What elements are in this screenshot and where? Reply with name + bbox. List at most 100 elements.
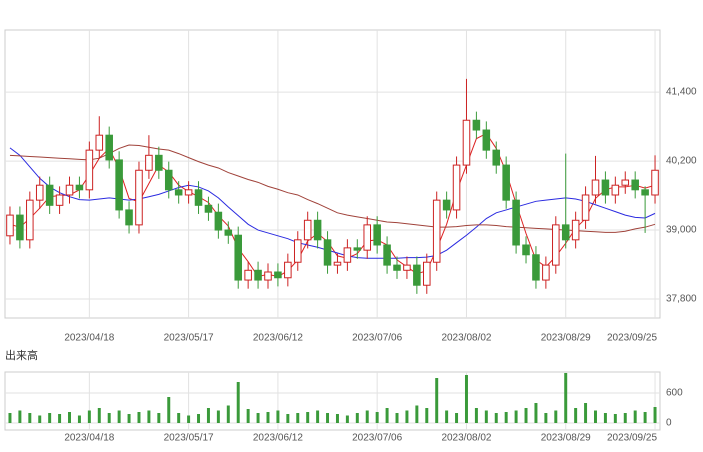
volume-bar: [375, 412, 379, 423]
volume-bar: [107, 413, 111, 423]
x-tick-label: 2023/05/17: [164, 433, 214, 444]
candle-body: [6, 214, 14, 237]
volume-bar: [226, 405, 230, 423]
x-tick-label: 2023/06/12: [253, 433, 303, 444]
volume-bar: [8, 413, 12, 423]
candle-body: [323, 239, 332, 266]
x-tick-label: 2023/04/18: [64, 333, 114, 344]
volume-bar: [286, 414, 290, 423]
candle-body: [383, 244, 391, 266]
candle-body: [85, 149, 94, 191]
volume-bar: [365, 410, 369, 423]
x-tick-label: 2023/09/25: [607, 433, 657, 444]
x-tick-label: 2023/08/02: [441, 333, 491, 344]
candle-body: [512, 199, 520, 246]
volume-bar: [335, 414, 339, 423]
candle-body: [601, 179, 610, 196]
volume-bar: [177, 413, 181, 423]
candle-body: [472, 119, 481, 131]
volume-frame: [4, 371, 661, 431]
volume-bar: [455, 413, 459, 423]
candle-body: [462, 119, 471, 166]
candle-body: [631, 179, 639, 191]
candle-body: [482, 129, 491, 151]
price-frame: [4, 29, 661, 319]
volume-bar: [117, 410, 121, 423]
candle-body: [393, 264, 401, 271]
candle-body: [293, 239, 302, 263]
candle-body: [145, 154, 153, 171]
volume-bar: [18, 410, 22, 423]
volume-bar: [206, 408, 210, 423]
volume-bar: [474, 408, 478, 423]
volume-bar: [633, 410, 637, 423]
volume-bar: [504, 412, 508, 423]
candle-body: [135, 169, 143, 226]
candle-body: [591, 179, 600, 196]
x-tick-label: 2023/06/12: [253, 333, 303, 344]
volume-bar: [524, 408, 528, 423]
candle-body: [303, 219, 312, 241]
candle-body: [234, 234, 242, 281]
moving-average: [9, 144, 656, 233]
candle-body: [413, 264, 421, 286]
volume-bar: [187, 415, 191, 423]
volume-bar: [28, 413, 32, 423]
volume-bar: [514, 410, 518, 423]
volume-bar: [584, 403, 588, 423]
candle-body: [115, 159, 123, 211]
volume-bar: [256, 413, 260, 423]
x-tick-label: 2023/08/29: [541, 433, 591, 444]
candle-body: [542, 264, 550, 281]
candle-body: [125, 209, 133, 226]
y-tick-label: 41,400: [666, 87, 697, 98]
volume-bar: [58, 414, 62, 423]
candle-body: [95, 134, 104, 151]
volume-bar: [147, 410, 151, 423]
candle-body: [284, 261, 292, 279]
volume-title: 出来高: [5, 348, 38, 362]
volume-bar: [613, 414, 617, 423]
candle-body: [204, 204, 213, 213]
volume-bar: [326, 413, 330, 423]
volume-bar: [355, 413, 359, 423]
candle-body: [373, 224, 381, 246]
candle-body: [16, 214, 24, 241]
candle-body: [532, 254, 540, 281]
candle-body: [45, 184, 54, 206]
x-tick-label: 2023/07/06: [352, 333, 402, 344]
volume-bar: [97, 408, 101, 423]
volume-bar: [236, 382, 240, 423]
candle-body: [174, 189, 183, 196]
candle-body: [264, 271, 272, 281]
volume-bar: [415, 405, 419, 423]
volume-bar: [464, 375, 468, 423]
volume-bar: [554, 410, 558, 423]
volume-bar: [316, 410, 320, 423]
volume-bar: [603, 413, 607, 423]
volume-bar: [167, 397, 171, 423]
candle-body: [105, 134, 113, 161]
volume-bar: [48, 413, 52, 423]
candle-body: [343, 247, 352, 263]
volume-bar: [157, 413, 161, 423]
volume-bar: [484, 410, 488, 423]
x-tick-label: 2023/08/29: [541, 333, 591, 344]
candle-body: [432, 199, 441, 263]
candle-body: [35, 184, 44, 201]
candle-body: [611, 184, 620, 196]
volume-bar: [246, 409, 250, 423]
volume-bar: [38, 415, 42, 423]
volume-bar: [77, 415, 81, 423]
x-tick-label: 2023/04/18: [64, 433, 114, 444]
volume-bar: [306, 412, 310, 423]
candle-body: [423, 261, 431, 286]
volume-bar: [653, 407, 657, 423]
volume-bar: [345, 415, 349, 423]
candle-body: [452, 164, 461, 211]
x-tick-label: 2023/05/17: [164, 333, 214, 344]
candle-body: [492, 149, 501, 166]
volume-bar: [445, 410, 449, 423]
volume-bar: [574, 408, 578, 423]
